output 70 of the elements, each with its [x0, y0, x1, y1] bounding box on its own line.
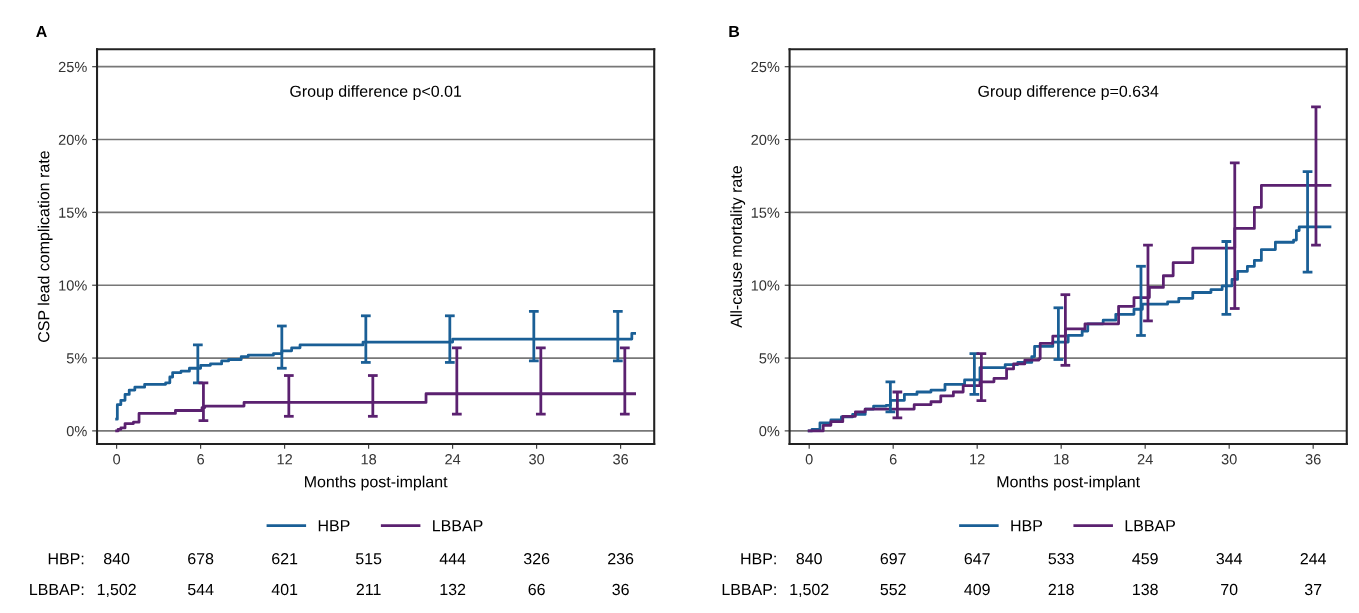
text: 515: [355, 553, 382, 565]
legend-label: HBP: [1011, 520, 1043, 532]
text: 138: [1133, 583, 1158, 596]
text: 840: [104, 553, 130, 565]
x-tick-label: 12: [277, 454, 293, 465]
x-tick-label: 36: [613, 454, 629, 465]
text: 326: [523, 553, 550, 565]
x-tick-label: 0: [113, 454, 121, 465]
text: 459: [1132, 553, 1158, 565]
y-tick-label: 10%: [751, 280, 780, 291]
text: 647: [964, 553, 990, 565]
text: 1,502: [97, 583, 136, 598]
annotation: Group difference p=0.634: [978, 85, 1159, 101]
text: 533: [1048, 553, 1074, 565]
x-tick-label: 0: [805, 454, 813, 465]
x-tick-label: 36: [1305, 454, 1321, 465]
text: 66: [528, 583, 545, 596]
x-tick-label: 6: [889, 454, 897, 465]
y-axis-title: All-cause mortality rate: [730, 166, 746, 328]
chart-title: B: [729, 25, 740, 37]
text: 552: [880, 583, 906, 596]
y-tick-label: 5%: [759, 353, 780, 364]
y-tick-label: 25%: [58, 61, 87, 73]
text: 678: [188, 553, 214, 565]
y-tick-label: 20%: [58, 134, 87, 145]
legend-label: HBP: [318, 520, 350, 532]
annotation: Group difference p<0.01: [290, 85, 462, 101]
y-tick-label: 5%: [66, 353, 87, 364]
text: 621: [272, 553, 298, 565]
text: 1,502: [790, 583, 829, 598]
text: 244: [1300, 553, 1327, 565]
text: 544: [187, 583, 214, 596]
y-tick-label: 10%: [59, 280, 87, 291]
text: LBBAP:: [722, 583, 776, 595]
text: LBBAP:: [30, 583, 84, 595]
y-tick-label: 25%: [751, 61, 780, 73]
x-tick-label: 12: [970, 454, 985, 465]
y-tick-label: 20%: [751, 134, 780, 145]
text: 211: [356, 583, 381, 595]
text: 132: [440, 583, 466, 596]
x-axis-title: Months post-implant: [997, 475, 1140, 491]
text: 218: [1048, 583, 1074, 596]
x-tick-label: 30: [529, 454, 545, 465]
text: 344: [1216, 553, 1243, 565]
x-axis-title: Months post-implant: [305, 475, 448, 491]
text: 36: [612, 583, 629, 596]
x-tick-label: 24: [445, 454, 461, 465]
x-tick-label: 18: [1054, 454, 1069, 465]
y-tick-label: 15%: [59, 207, 87, 218]
x-tick-label: 18: [361, 454, 377, 465]
legend-label: LBBAP: [433, 520, 483, 532]
text: 444: [439, 553, 466, 565]
text: 409: [964, 583, 990, 596]
text: HBP:: [48, 553, 84, 565]
text: 236: [608, 553, 634, 565]
text: 70: [1221, 583, 1238, 596]
text: 840: [796, 553, 822, 565]
legend-label: LBBAP: [1125, 520, 1175, 532]
text: 697: [880, 553, 906, 565]
text: 401: [271, 583, 298, 596]
chart-title: A: [36, 25, 47, 37]
text: HBP:: [741, 553, 776, 565]
y-tick-label: 0%: [759, 425, 780, 437]
x-tick-label: 30: [1221, 454, 1237, 465]
x-tick-label: 6: [197, 454, 205, 465]
x-tick-label: 24: [1137, 454, 1153, 465]
y-tick-label: 0%: [66, 425, 87, 437]
y-tick-label: 15%: [751, 207, 780, 218]
y-axis-title: CSP lead complication rate: [37, 151, 53, 342]
text: 37: [1304, 583, 1322, 596]
